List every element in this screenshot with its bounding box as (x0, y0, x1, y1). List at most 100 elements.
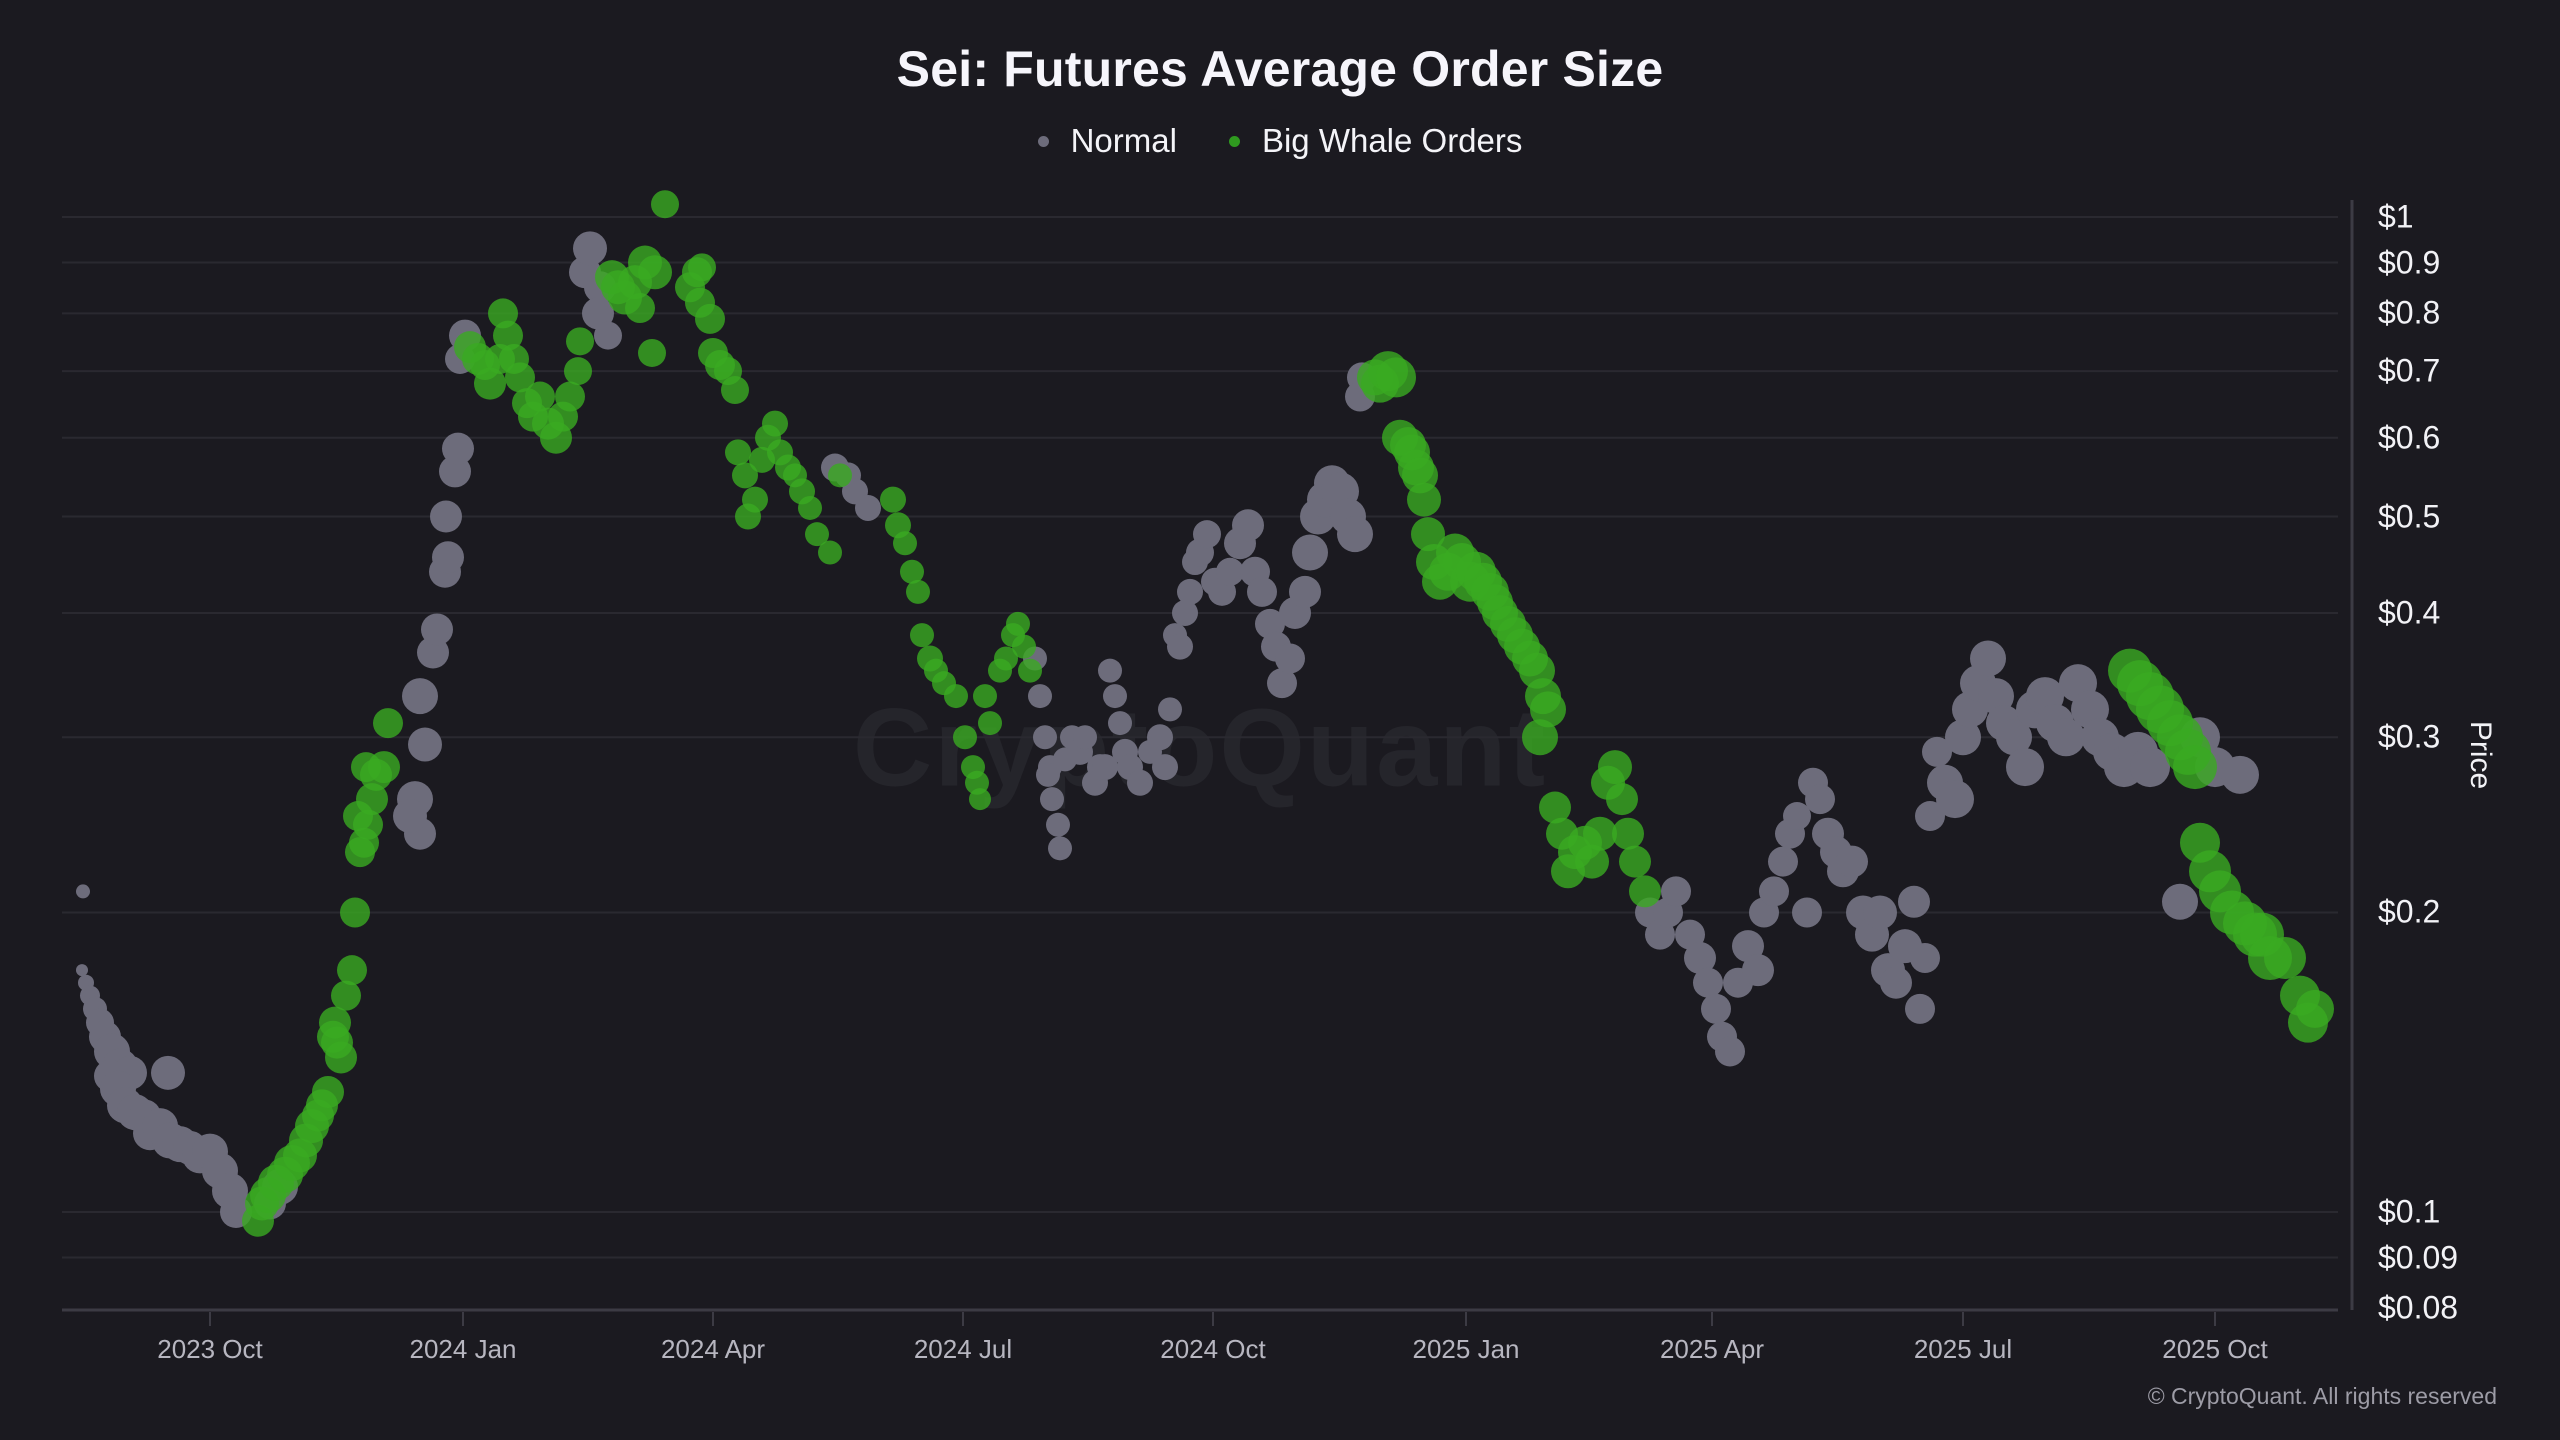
data-point (373, 708, 403, 739)
y-tick-label: $0.2 (2378, 893, 2441, 930)
data-point (1792, 897, 1822, 928)
data-point (798, 495, 822, 520)
data-point (1863, 895, 1897, 930)
data-point (1612, 817, 1644, 850)
data-point (1177, 578, 1203, 605)
x-tick-label: 2024 Oct (1160, 1334, 1266, 1364)
legend-item-big-whale-orders[interactable]: Big Whale Orders (1228, 122, 1523, 160)
data-point (900, 559, 924, 584)
data-point (555, 381, 585, 412)
data-point (1915, 801, 1945, 832)
data-point (944, 684, 968, 709)
data-point (721, 376, 749, 405)
data-point (505, 362, 535, 393)
data-point (1619, 845, 1651, 878)
data-point (1880, 966, 1912, 999)
data-point (2264, 937, 2306, 980)
data-point (408, 727, 442, 762)
x-tick-label: 2024 Jul (913, 1334, 1013, 1364)
data-point (953, 725, 977, 750)
data-point (1216, 557, 1244, 586)
data-point (1267, 668, 1297, 699)
legend-label: Normal (1070, 122, 1177, 159)
data-point (1376, 357, 1416, 398)
y-tick-label: $0.7 (2378, 352, 2441, 389)
data-point (1661, 876, 1691, 907)
data-point (1289, 575, 1321, 608)
data-point (625, 293, 655, 324)
y-tick-label: $0.08 (2378, 1289, 2459, 1326)
data-point (893, 531, 917, 556)
x-tick-label: 2025 Oct (2162, 1334, 2268, 1364)
data-point (880, 486, 906, 513)
data-point (1530, 691, 1566, 728)
data-point (1759, 876, 1789, 907)
data-point (828, 463, 852, 488)
data-point (1732, 930, 1764, 963)
data-point (2173, 745, 2217, 790)
data-point (1905, 993, 1935, 1024)
x-axis-tick-marks (209, 1312, 2216, 1326)
data-point (1898, 885, 1930, 918)
data-point (1158, 697, 1182, 722)
data-point (1783, 802, 1811, 831)
x-tick-label: 2025 Jul (1913, 1334, 2013, 1364)
data-point (978, 711, 1002, 736)
data-point (1172, 599, 1198, 626)
chart-title: Sei: Futures Average Order Size (896, 41, 1664, 97)
data-point (1407, 482, 1441, 517)
data-point (1337, 516, 1373, 553)
data-point (151, 1055, 185, 1090)
data-point (2221, 755, 2259, 794)
data-point (1910, 943, 1940, 974)
data-point (638, 255, 672, 290)
data-point (351, 752, 381, 783)
data-point (566, 327, 594, 356)
data-point (493, 320, 523, 351)
data-point (1028, 684, 1052, 709)
data-point (725, 439, 751, 466)
data-point (402, 678, 438, 715)
data-point (525, 381, 555, 412)
data-point (742, 486, 768, 513)
data-point (1036, 762, 1060, 787)
y-tick-label: $0.3 (2378, 718, 2441, 755)
data-point (1575, 844, 1609, 879)
data-point (442, 432, 474, 465)
data-point (1742, 954, 1774, 987)
y-tick-label: $0.09 (2378, 1239, 2459, 1276)
data-point (1936, 780, 1974, 819)
y-tick-label: $0.8 (2378, 294, 2441, 331)
x-tick-label: 2024 Apr (660, 1334, 766, 1364)
data-point (1970, 640, 2006, 677)
data-point (762, 410, 788, 437)
data-point (1018, 658, 1042, 683)
data-point (1147, 724, 1173, 751)
data-point (1693, 967, 1723, 998)
data-point (1768, 846, 1798, 877)
data-point (1675, 919, 1705, 950)
data-point (818, 540, 842, 565)
data-point (1629, 875, 1661, 908)
data-point (1073, 725, 1097, 750)
legend-item-normal[interactable]: Normal (1037, 122, 1177, 160)
y-tick-label: $0.6 (2378, 419, 2441, 456)
copyright-credit: © CryptoQuant. All rights reserved (2147, 1383, 2497, 1409)
data-point (1598, 750, 1632, 785)
legend-dot-icon (1228, 135, 1240, 147)
data-point (2006, 748, 2044, 787)
data-point (688, 253, 716, 282)
data-point (1127, 769, 1153, 796)
data-point (1033, 725, 1057, 750)
data-point (430, 500, 462, 533)
x-tick-label: 2025 Apr (1659, 1334, 1765, 1364)
data-point (1922, 736, 1952, 767)
x-tick-label: 2023 Oct (157, 1334, 263, 1364)
data-point (573, 231, 607, 266)
data-point (1945, 719, 1981, 756)
data-point (1522, 719, 1558, 756)
data-point (2130, 747, 2170, 788)
data-point (1275, 643, 1305, 674)
legend-label: Big Whale Orders (1261, 122, 1523, 159)
